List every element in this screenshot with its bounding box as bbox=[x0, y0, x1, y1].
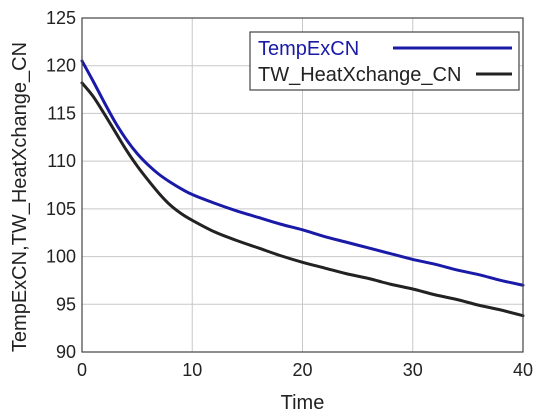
legend-box bbox=[249, 31, 520, 91]
y-tick-label: 90 bbox=[56, 342, 76, 362]
tick-labels: 0 10 20 30 40 90 95 100 105 110 115 120 125 bbox=[46, 8, 533, 380]
x-tick-label: 10 bbox=[182, 360, 202, 380]
y-tick-label: 110 bbox=[47, 151, 76, 171]
legend-label-tw-heatxchange-cn: TW_HeatXchange_CN bbox=[258, 64, 461, 86]
y-tick-label: 125 bbox=[46, 8, 76, 28]
y-tick-label: 120 bbox=[46, 56, 76, 76]
y-tick-label: 115 bbox=[47, 103, 76, 123]
x-tick-label: 30 bbox=[403, 360, 423, 380]
series-line-tw-heatxchange-cn bbox=[80, 81, 525, 318]
series-lines bbox=[80, 59, 525, 318]
x-axis-title: Time bbox=[281, 392, 325, 414]
x-tick-label: 40 bbox=[513, 360, 533, 380]
y-tick-label: 100 bbox=[46, 247, 76, 267]
x-tick-label: 0 bbox=[77, 360, 87, 380]
y-axis-title: TempExCN,TW_HeatXchange_CN bbox=[9, 42, 31, 352]
y-tick-label: 95 bbox=[56, 294, 76, 314]
legend-label-tempexcn: TempExCN bbox=[258, 38, 359, 60]
legend: TempExCN TW_HeatXchange_CN bbox=[249, 31, 520, 91]
series-line-tempexcn bbox=[80, 59, 525, 287]
y-tick-label: 105 bbox=[46, 199, 76, 219]
plot-frame bbox=[81, 17, 524, 353]
x-tick-label: 20 bbox=[292, 360, 312, 380]
